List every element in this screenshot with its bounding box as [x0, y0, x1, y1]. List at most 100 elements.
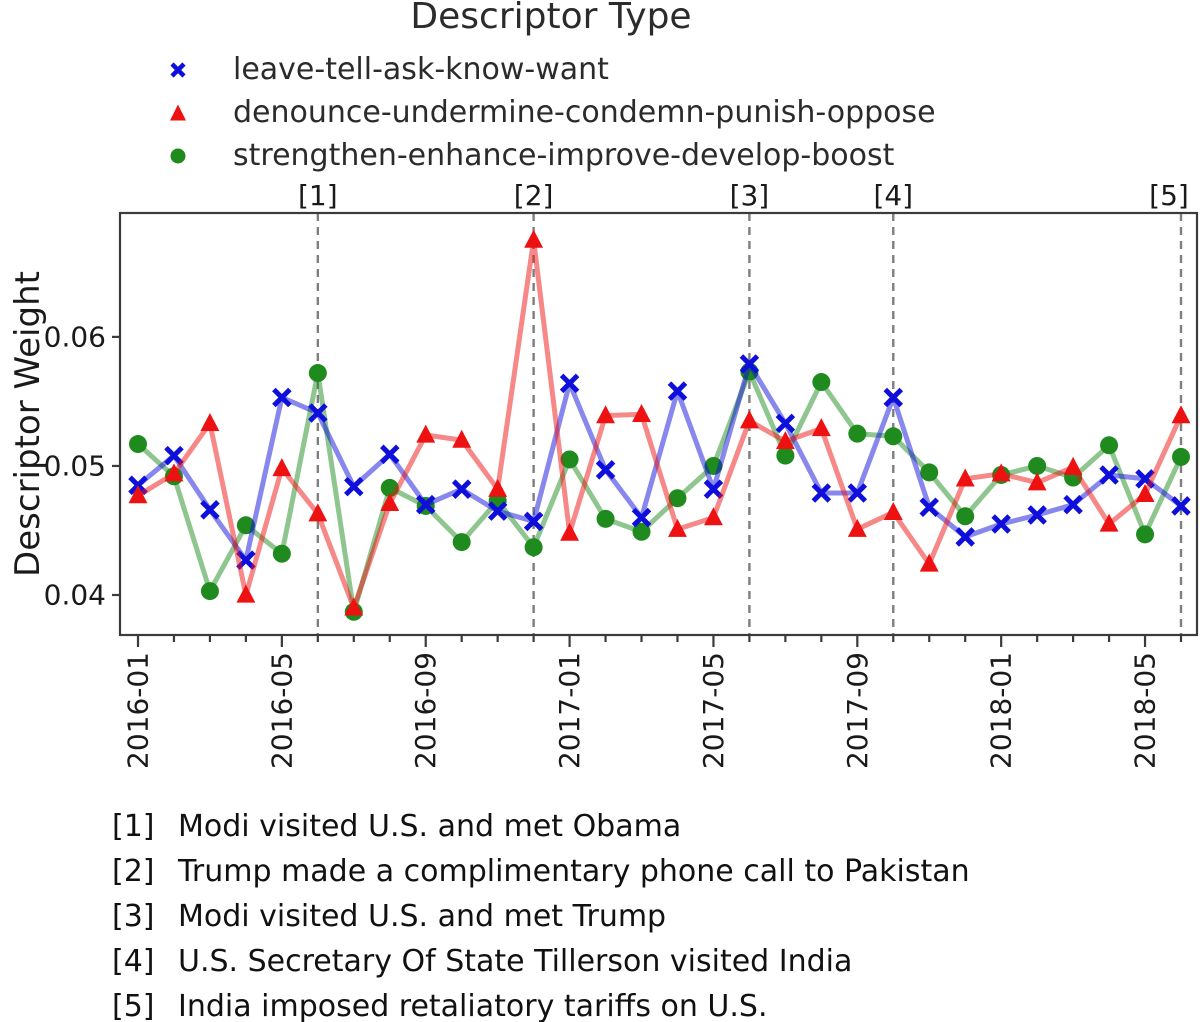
- event-label-1: [1]: [298, 179, 338, 212]
- legend-label: leave-tell-ask-know-want: [233, 52, 609, 87]
- annotation-number: [5]: [112, 989, 155, 1022]
- data-point-x-2016-06: [308, 403, 328, 423]
- legend-label: denounce-undermine-condemn-punish-oppose: [233, 95, 936, 130]
- annotation-text: Modi visited U.S. and met Trump: [178, 899, 667, 934]
- data-point-x-2018-02: [1027, 505, 1047, 525]
- data-point-x-2017-08: [811, 483, 832, 503]
- data-point-triangle-2016-06: [308, 503, 328, 522]
- data-point-x-2016-12: [523, 511, 544, 532]
- data-point-triangle-2017-09: [847, 518, 867, 537]
- data-point-triangle-2017-05: [703, 507, 723, 526]
- y-tick-label: 0.06: [44, 320, 106, 353]
- y-tick-label: 0.05: [44, 449, 106, 482]
- data-point-circle-2016-06: [308, 364, 327, 383]
- data-point-x-2017-11: [919, 497, 940, 518]
- series-line-circle: [136, 369, 1184, 615]
- annotation-row-1: [1] Modi visited U.S. and met Obama: [112, 804, 970, 849]
- circle-glyph: [170, 148, 186, 163]
- data-point-triangle-2018-06: [1171, 405, 1191, 424]
- data-point-circle-2017-12: [956, 507, 975, 526]
- data-point-triangle-2016-01: [128, 485, 148, 504]
- data-point-triangle-2018-04: [1099, 513, 1119, 532]
- data-point-circle-2017-02: [596, 509, 615, 528]
- data-point-x-2016-05: [272, 387, 292, 408]
- data-point-triangle-2016-05: [272, 458, 292, 477]
- x-marker-icon: [170, 61, 186, 78]
- legend-label: strengthen-enhance-improve-develop-boost: [233, 138, 895, 173]
- data-point-triangle-2017-01: [560, 522, 580, 541]
- data-point-triangle-2017-06: [739, 410, 759, 429]
- data-point-triangle-2016-11: [488, 478, 508, 497]
- data-point-circle-2016-03: [200, 582, 219, 601]
- data-point-circle-2018-06: [1172, 447, 1190, 466]
- x-tick-label: 2017-05: [697, 652, 730, 769]
- annotation-row-5: [5] India imposed retaliatory tariffs on …: [112, 984, 970, 1022]
- data-point-x-2018-06: [1171, 496, 1191, 516]
- x-tick-label: 2016-05: [265, 652, 298, 769]
- data-point-x-2017-03: [631, 507, 652, 528]
- annotation-number: [2]: [112, 854, 155, 889]
- data-point-triangle-2016-12: [524, 229, 544, 248]
- data-point-circle-2017-09: [848, 424, 867, 443]
- data-point-triangle-2017-10: [883, 502, 903, 521]
- data-point-triangle-2016-02: [164, 463, 184, 482]
- annotation-row-4: [4] U.S. Secretary Of State Tillerson vis…: [112, 939, 970, 984]
- annotation-row-2: [2] Trump made a complimentary phone call…: [112, 849, 970, 894]
- data-point-circle-2017-01: [560, 450, 579, 469]
- y-tick-label: 0.04: [44, 578, 106, 611]
- annotation-text: Trump made a complimentary phone call to…: [178, 854, 970, 889]
- data-point-x-2017-07: [775, 413, 796, 434]
- series-line-x: [136, 361, 1183, 563]
- data-point-circle-2018-04: [1100, 436, 1119, 455]
- data-point-x-2017-02: [595, 460, 616, 480]
- data-point-circle-2017-08: [812, 373, 831, 392]
- plot-border: [118, 211, 1199, 637]
- data-point-circle-2018-05: [1136, 525, 1155, 544]
- annotation-number: [1]: [112, 809, 155, 844]
- data-point-x-2017-05: [703, 479, 724, 499]
- data-point-x-2016-07: [344, 476, 364, 497]
- x-tick-label: 2017-01: [553, 652, 586, 769]
- data-point-triangle-2016-10: [452, 429, 472, 448]
- data-point-triangle-2017-11: [919, 553, 939, 572]
- annotation-number: [3]: [112, 899, 155, 934]
- data-point-triangle-2017-07: [775, 431, 795, 450]
- annotation-text: Modi visited U.S. and met Obama: [178, 809, 682, 844]
- data-point-circle-2016-12: [524, 538, 543, 557]
- data-point-circle-2016-10: [452, 533, 471, 552]
- circle-marker-icon: [170, 148, 186, 163]
- data-point-triangle-2018-01: [991, 463, 1011, 482]
- data-point-triangle-2016-07: [344, 597, 364, 616]
- data-point-circle-2016-01: [129, 435, 147, 454]
- data-point-triangle-2016-04: [236, 584, 256, 603]
- annotation-text: India imposed retaliatory tariffs on U.S…: [178, 989, 768, 1022]
- annotation-text: U.S. Secretary Of State Tillerson visite…: [178, 944, 853, 979]
- data-point-x-2016-08: [379, 444, 400, 465]
- data-point-triangle-2018-05: [1135, 483, 1155, 502]
- data-point-circle-2018-02: [1028, 456, 1047, 475]
- data-point-circle-2017-07: [776, 446, 795, 465]
- data-point-triangle-2017-04: [668, 518, 687, 537]
- data-point-x-2016-02: [164, 445, 184, 466]
- legend-title: Descriptor Type: [410, 0, 692, 37]
- data-point-triangle-2017-03: [632, 403, 651, 422]
- event-label-5: [5]: [1149, 179, 1189, 212]
- x-tick-label: 2016-01: [122, 652, 155, 769]
- x-glyph: [170, 61, 186, 78]
- data-point-x-2017-09: [847, 483, 868, 503]
- data-point-triangle-2016-08: [380, 493, 400, 512]
- data-point-circle-2017-04: [668, 489, 687, 508]
- data-point-triangle-2017-08: [811, 418, 831, 437]
- data-point-x-2018-01: [991, 514, 1011, 534]
- data-point-x-2016-11: [487, 501, 508, 521]
- data-point-triangle-2016-09: [416, 424, 436, 443]
- data-point-triangle-2018-03: [1063, 456, 1083, 475]
- event-label-3: [3]: [730, 179, 770, 212]
- data-point-triangle-2018-02: [1027, 472, 1047, 491]
- y-axis-label: Descriptor Weight: [8, 271, 48, 577]
- triangle-glyph: [170, 104, 186, 120]
- x-tick-label: 2018-01: [985, 652, 1018, 769]
- data-point-triangle-2017-12: [955, 468, 975, 487]
- event-label-2: [2]: [514, 179, 554, 212]
